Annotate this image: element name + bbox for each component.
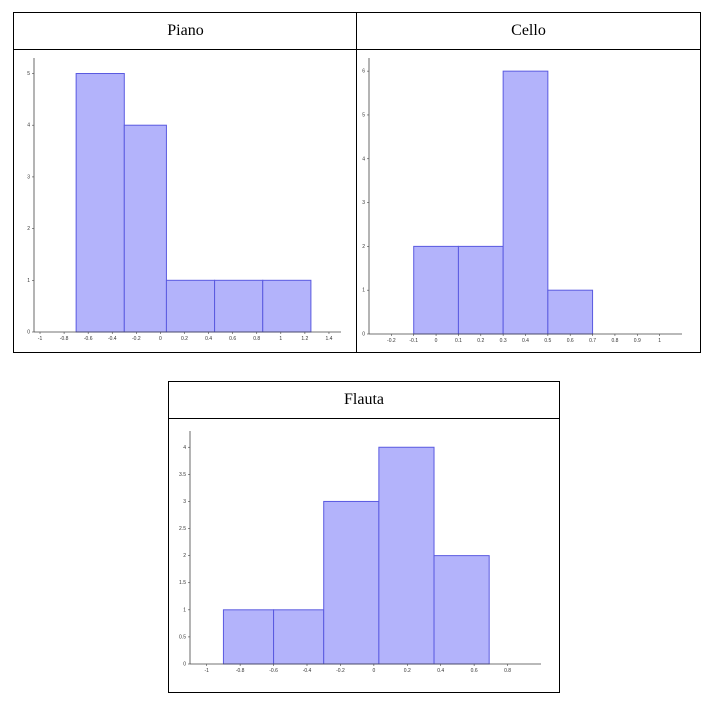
x-tick-label: -0.2 xyxy=(336,668,345,674)
piano-histogram: -1 -0.8 -0.6 -0.4 -0.2 0 0.2 0.4 0.6 0.8 1 1.2 1.4 0 1… xyxy=(27,58,341,342)
x-tick-label: 0.1 xyxy=(455,338,462,344)
x-tick-label: -0.6 xyxy=(269,668,278,674)
y-tick-label: 4 xyxy=(27,123,30,129)
y-tick-label: 0.5 xyxy=(179,634,186,640)
x-tick-label: -1 xyxy=(204,668,209,674)
x-tick-label: 0 xyxy=(435,338,438,344)
x-tick-label: -0.8 xyxy=(60,336,69,342)
histogram-bar xyxy=(75,73,125,333)
y-tick-label: 1 xyxy=(362,288,365,294)
x-tick-label: 1.2 xyxy=(301,336,308,342)
y-tick-label: 4 xyxy=(362,156,365,162)
x-tick-label: 0.4 xyxy=(522,338,529,344)
x-tick-label: -0.2 xyxy=(132,336,141,342)
x-tick-label: 0.2 xyxy=(404,668,411,674)
x-tick-label: 0.3 xyxy=(500,338,507,344)
x-tick-label: 1.4 xyxy=(325,336,332,342)
x-tick-label: 0.5 xyxy=(544,338,551,344)
y-tick-label: 2 xyxy=(183,553,186,559)
histogram-bar xyxy=(262,279,312,333)
flauta-histogram: -1 -0.8 -0.6 -0.4 -0.2 0 0.2 0.4 0.6 0.8 0 0.5 1 1.5 2… xyxy=(179,431,541,674)
histogram-bar xyxy=(502,70,549,335)
histogram-bar xyxy=(273,609,325,665)
histogram-bar xyxy=(413,245,459,335)
y-tick-label: 3.5 xyxy=(179,472,186,478)
x-tick-label: 0.9 xyxy=(634,338,641,344)
y-tick-label: 2 xyxy=(362,244,365,250)
x-tick-label: 1 xyxy=(279,336,282,342)
x-tick-label: 0.7 xyxy=(589,338,596,344)
x-tick-label: 0.2 xyxy=(477,338,484,344)
x-tick-label: -1 xyxy=(38,336,43,342)
flauta-title: Flauta xyxy=(169,382,559,419)
y-tick-label: 3 xyxy=(183,499,186,505)
piano-panel: Piano -1 -0.8 -0.6 -0.4 -0.2 0 0.2 0.4 0.6 0.8 1 1.… xyxy=(13,12,358,353)
histogram-bar xyxy=(165,279,216,333)
y-tick-label: 5 xyxy=(362,112,365,118)
x-tick-label: -0.6 xyxy=(84,336,93,342)
x-tick-label: 0 xyxy=(372,668,375,674)
x-tick-label: 0.4 xyxy=(437,668,444,674)
histogram-bar xyxy=(457,245,504,335)
x-tick-label: 0.4 xyxy=(205,336,212,342)
y-tick-label: 2 xyxy=(27,226,30,232)
cello-panel: Cello -0.2 -0.1 0 0.1 0.2 0.3 0.4 0.5 0.6 0.7 0.8 0… xyxy=(356,12,701,353)
x-tick-label: 0.8 xyxy=(504,668,511,674)
y-tick-label: 1 xyxy=(183,607,186,613)
x-tick-label: -0.4 xyxy=(108,336,117,342)
x-tick-label: 0.6 xyxy=(471,668,478,674)
y-tick-label: 3 xyxy=(27,174,30,180)
cello-title: Cello xyxy=(357,13,700,50)
x-tick-label: -0.8 xyxy=(236,668,245,674)
histogram-bar xyxy=(433,555,490,665)
histogram-bar xyxy=(378,446,435,665)
y-tick-label: 5 xyxy=(27,71,30,77)
x-tick-label: -0.4 xyxy=(303,668,312,674)
y-tick-label: 3 xyxy=(362,200,365,206)
y-tick-label: 0 xyxy=(27,330,30,336)
y-tick-label: 0 xyxy=(183,662,186,668)
y-tick-label: 1.5 xyxy=(179,580,186,586)
x-tick-label: 0.8 xyxy=(253,336,260,342)
y-tick-label: 6 xyxy=(362,69,365,75)
y-tick-label: 2.5 xyxy=(179,526,186,532)
histogram-bar xyxy=(222,609,275,665)
y-tick-label: 4 xyxy=(183,445,186,451)
histogram-bar xyxy=(123,124,167,333)
flauta-panel: Flauta -1 -0.8 -0.6 -0.4 -0.2 0 0.2 0.4 0.6 0.8 0 0… xyxy=(168,381,560,693)
cello-histogram: -0.2 -0.1 0 0.1 0.2 0.3 0.4 0.5 0.6 0.7 0.8 0.9 1 0 1 2… xyxy=(362,58,682,344)
histogram-bar xyxy=(547,289,594,335)
x-tick-label: 0.2 xyxy=(181,336,188,342)
x-tick-label: 0.6 xyxy=(229,336,236,342)
x-tick-label: 0.6 xyxy=(567,338,574,344)
x-tick-label: 0 xyxy=(159,336,162,342)
histogram-bar xyxy=(214,279,264,333)
x-tick-label: 0.8 xyxy=(611,338,618,344)
x-tick-label: 1 xyxy=(658,338,661,344)
piano-title: Piano xyxy=(14,13,357,50)
histogram-bar xyxy=(323,500,380,665)
y-tick-label: 0 xyxy=(362,332,365,338)
x-tick-label: -0.1 xyxy=(409,338,418,344)
x-tick-label: -0.2 xyxy=(387,338,396,344)
y-tick-label: 1 xyxy=(27,278,30,284)
